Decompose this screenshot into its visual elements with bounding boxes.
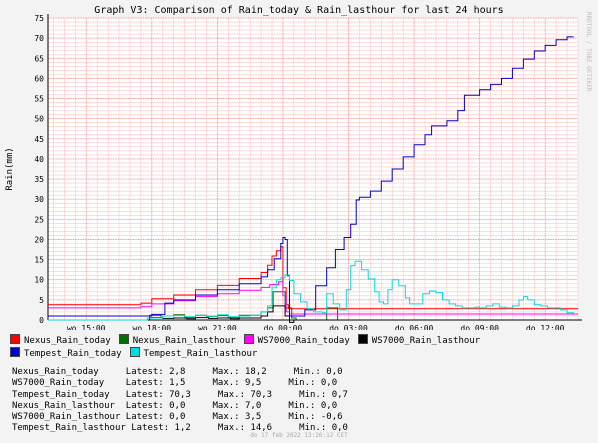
y-tick-label: 30 xyxy=(34,195,44,204)
legend-label: Nexus_Rain_lasthour xyxy=(132,336,236,346)
legend-item: Tempest_Rain_lasthour xyxy=(129,347,258,360)
series-line xyxy=(48,260,575,321)
grid-lines xyxy=(48,17,579,321)
legend-swatch xyxy=(10,334,20,344)
plot-area xyxy=(48,18,578,320)
x-tick-label: wo 18:00 xyxy=(133,324,172,330)
legend-label: Tempest_Rain_lasthour xyxy=(143,349,258,359)
series-line xyxy=(48,36,574,317)
x-tick-label: wo 15:00 xyxy=(67,324,106,330)
legend-item: Nexus_Rain_today xyxy=(10,334,111,347)
statistics-block: Nexus_Rain_today Latest: 2,8 Max.: 18,2 … xyxy=(12,367,348,435)
x-tick-label: do 06:00 xyxy=(395,324,434,330)
legend-label: Nexus_Rain_today xyxy=(24,336,111,346)
x-tick-label: do 12:00 xyxy=(526,324,565,330)
stats-line: Tempest_Rain_today Latest: 70,3 Max.: 70… xyxy=(12,389,348,400)
series-line xyxy=(48,305,578,323)
legend-label: WS7000_Rain_lasthour xyxy=(371,336,481,346)
legend-swatch xyxy=(118,334,129,344)
y-tick-label: 45 xyxy=(34,135,44,144)
x-tick-label: do 09:00 xyxy=(460,324,499,330)
chart-legend: Nexus_Rain_today Nexus_Rain_lasthour WS700… xyxy=(10,334,595,360)
series-lines xyxy=(48,36,578,323)
legend-swatch xyxy=(243,334,254,344)
chart-title: Graph V3: Comparison of Rain_today & Rai… xyxy=(94,5,503,16)
legend-label: Tempest_Rain_today xyxy=(24,349,122,359)
y-tick-label: 70 xyxy=(34,34,44,43)
y-axis-label: Rain(mm) xyxy=(5,147,15,190)
y-tick-label: 50 xyxy=(34,115,44,124)
y-tick-label: 5 xyxy=(39,296,44,305)
y-tick-label: 60 xyxy=(34,74,44,83)
legend-swatch xyxy=(10,347,20,357)
stats-line: Nexus_Rain_today Latest: 2,8 Max.: 18,2 … xyxy=(12,367,343,377)
x-tick-label: do 03:00 xyxy=(329,324,368,330)
legend-item: Nexus_Rain_lasthour xyxy=(118,334,236,347)
stats-line: Tempest_Rain_lasthour Latest: 1,2 Max.: … xyxy=(12,423,348,434)
timestamp-footer: do 17 feb 2022 13:26:12 CET xyxy=(250,432,348,439)
y-tick-label: 35 xyxy=(34,175,44,184)
y-tick-label: 25 xyxy=(34,215,44,224)
y-tick-label: 65 xyxy=(34,54,44,63)
y-tick-label: 0 xyxy=(39,316,44,325)
y-tick-label: 20 xyxy=(34,235,44,244)
y-tick-label: 15 xyxy=(34,256,44,265)
legend-item: Tempest_Rain_today xyxy=(10,347,122,360)
legend-item: WS7000_Rain_lasthour xyxy=(357,334,481,347)
y-tick-label: 75 xyxy=(34,14,44,23)
y-tick-label: 55 xyxy=(34,95,44,104)
legend-swatch xyxy=(357,334,368,344)
x-tick-label: do 00:00 xyxy=(264,324,303,330)
rain-chart: 0 5 10 15 20 25 30 35 40 45 50 55 60 65 70 75 wo 15:00 wo… xyxy=(5,5,582,330)
y-tick-label: 40 xyxy=(34,155,44,164)
stats-line: WS7000_Rain_today Latest: 1,5 Max.: 9,5 … xyxy=(12,378,338,389)
legend-swatch xyxy=(129,347,140,357)
legend-label: WS7000_Rain_today xyxy=(257,336,350,346)
stats-line: Nexus_Rain_lasthour Latest: 0,0 Max.: 7,… xyxy=(12,400,338,411)
x-tick-label: wo 21:00 xyxy=(198,324,237,330)
stats-line: WS7000_Rain_lasthour Latest: 0,0 Max.: 3… xyxy=(12,412,343,423)
legend-item: WS7000_Rain_today xyxy=(243,334,350,347)
y-tick-label: 10 xyxy=(34,276,44,285)
side-credit: RRDTOOL / TOBI OETIKER xyxy=(585,12,592,92)
